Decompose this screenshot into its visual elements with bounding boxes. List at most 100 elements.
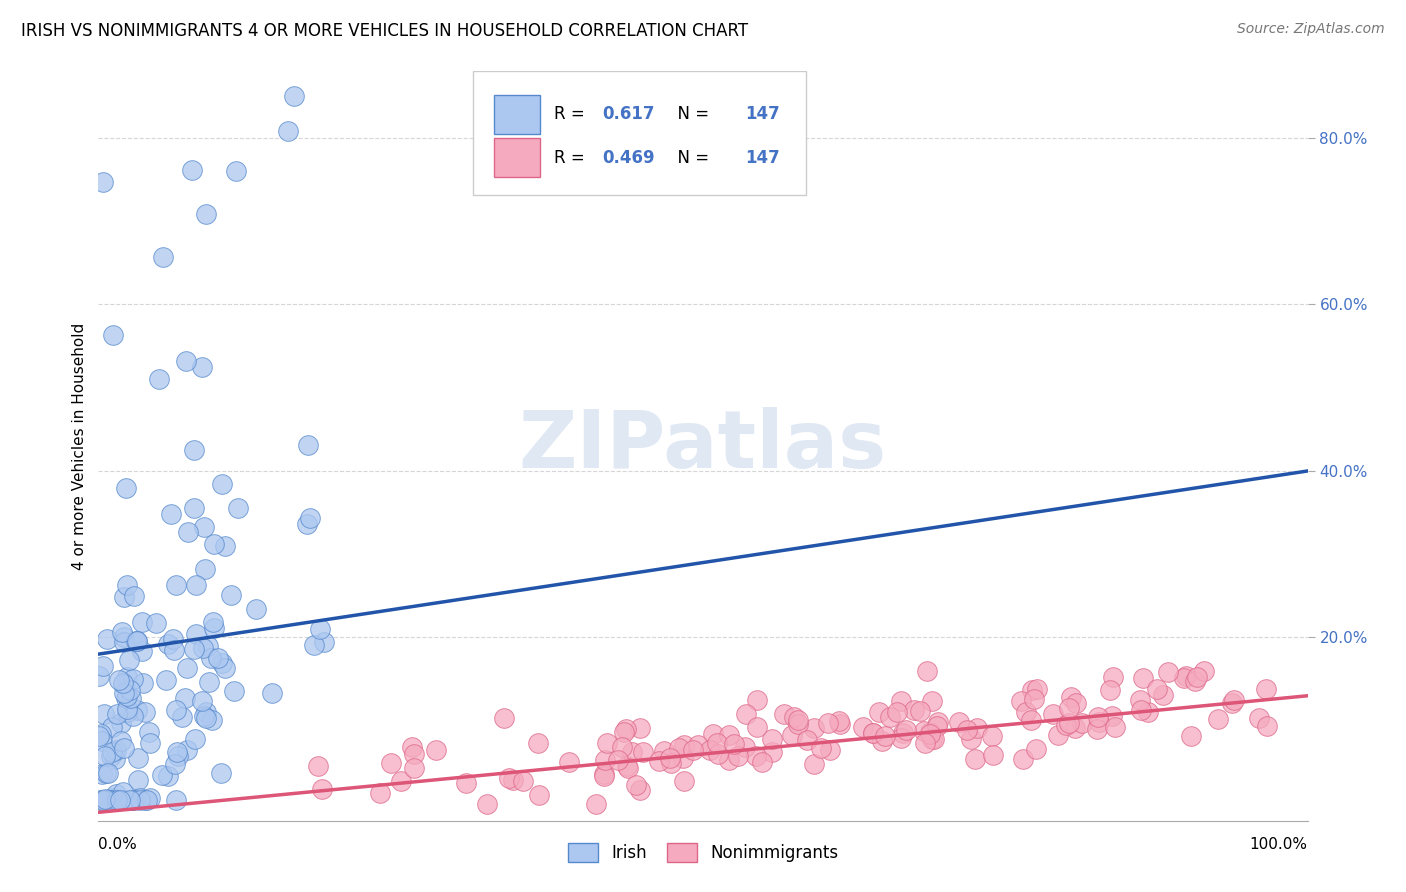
- Point: [404, 747, 426, 761]
- Point: [1256, 719, 1278, 733]
- Point: [111, 624, 134, 639]
- Point: [1021, 713, 1043, 727]
- Point: [104, 752, 127, 766]
- Point: [918, 725, 941, 739]
- Point: [162, 632, 184, 647]
- Point: [183, 501, 205, 516]
- Point: [918, 727, 941, 741]
- Point: [1064, 721, 1087, 735]
- Point: [157, 768, 180, 782]
- Point: [852, 721, 875, 735]
- Point: [166, 745, 188, 759]
- Point: [745, 720, 768, 734]
- Point: [810, 741, 832, 756]
- Point: [688, 738, 710, 752]
- Point: [121, 672, 143, 686]
- Point: [120, 690, 142, 705]
- Point: [90, 734, 112, 748]
- Point: [668, 741, 690, 756]
- Point: [891, 726, 914, 740]
- Point: [1132, 671, 1154, 685]
- Point: [314, 635, 336, 649]
- Point: [96, 793, 118, 807]
- Point: [105, 787, 128, 801]
- Point: [1104, 720, 1126, 734]
- Point: [718, 728, 741, 742]
- Point: [593, 769, 616, 783]
- Point: [120, 683, 142, 698]
- Text: 100.0%: 100.0%: [1250, 838, 1308, 852]
- Point: [105, 793, 128, 807]
- Point: [1087, 722, 1109, 736]
- Point: [624, 779, 647, 793]
- Point: [981, 748, 1004, 763]
- Point: [803, 721, 825, 735]
- Point: [1180, 729, 1202, 743]
- Point: [193, 520, 215, 534]
- Point: [1087, 710, 1109, 724]
- Point: [165, 577, 187, 591]
- FancyBboxPatch shape: [474, 71, 806, 195]
- Point: [1129, 703, 1152, 717]
- Point: [1064, 696, 1087, 710]
- Point: [160, 508, 183, 522]
- Point: [114, 691, 136, 706]
- Point: [1220, 696, 1243, 710]
- Point: [948, 714, 970, 729]
- Text: R =: R =: [554, 105, 591, 123]
- Text: Source: ZipAtlas.com: Source: ZipAtlas.com: [1237, 22, 1385, 37]
- Point: [97, 793, 120, 807]
- Point: [830, 717, 852, 731]
- Point: [527, 788, 550, 802]
- Point: [828, 714, 851, 728]
- Point: [1223, 693, 1246, 707]
- Point: [1021, 682, 1043, 697]
- Point: [1011, 752, 1033, 766]
- Point: [174, 691, 197, 706]
- Point: [616, 761, 638, 775]
- Point: [914, 736, 936, 750]
- Point: [648, 755, 671, 769]
- Point: [1206, 712, 1229, 726]
- Point: [111, 677, 134, 691]
- Point: [723, 737, 745, 751]
- Point: [955, 723, 977, 738]
- Point: [152, 250, 174, 264]
- Point: [672, 773, 695, 788]
- Point: [1098, 683, 1121, 698]
- Point: [298, 510, 321, 524]
- Point: [96, 793, 118, 807]
- Legend: Irish, Nonimmigrants: Irish, Nonimmigrants: [561, 836, 845, 869]
- Point: [613, 725, 636, 739]
- Point: [98, 793, 121, 807]
- Point: [494, 711, 516, 725]
- Point: [1192, 664, 1215, 678]
- Point: [132, 676, 155, 690]
- Point: [163, 642, 186, 657]
- Point: [262, 686, 284, 700]
- Point: [101, 793, 124, 807]
- Point: [211, 656, 233, 670]
- Point: [699, 742, 721, 756]
- Point: [761, 745, 783, 759]
- Point: [368, 786, 391, 800]
- Point: [1014, 705, 1036, 719]
- Point: [104, 793, 127, 807]
- Point: [1247, 711, 1270, 725]
- Point: [128, 793, 150, 807]
- Point: [124, 634, 146, 648]
- Point: [1088, 715, 1111, 730]
- Point: [165, 793, 187, 807]
- Point: [174, 354, 197, 368]
- Point: [1024, 691, 1046, 706]
- Point: [103, 328, 125, 343]
- Point: [176, 524, 198, 539]
- Point: [925, 719, 948, 733]
- Point: [129, 791, 152, 805]
- Point: [908, 704, 931, 718]
- Point: [1057, 715, 1080, 730]
- Point: [1136, 705, 1159, 719]
- Point: [717, 753, 740, 767]
- Point: [1025, 742, 1047, 756]
- Point: [1101, 709, 1123, 723]
